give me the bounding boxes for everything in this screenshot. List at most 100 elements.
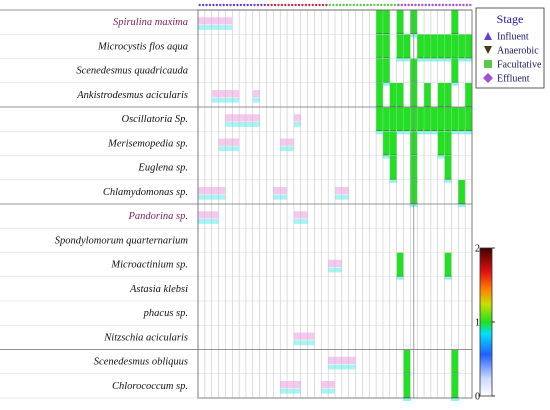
heatmap-cell xyxy=(382,58,390,83)
cell-halo xyxy=(457,56,466,62)
cell-halo xyxy=(444,274,453,280)
row-label: phacus sp. xyxy=(143,308,188,319)
stage-marker xyxy=(208,3,212,7)
stage-marker xyxy=(397,3,400,7)
stage-marker xyxy=(263,3,266,7)
colorbar-tick-label: 1 xyxy=(475,318,480,329)
stage-marker xyxy=(356,3,359,7)
stage-marker xyxy=(318,3,321,7)
colorbar: 0 1 2 xyxy=(475,244,495,403)
faint-cell xyxy=(252,90,260,98)
stage-marker xyxy=(236,3,239,7)
cell-halo xyxy=(450,80,459,86)
heatmap-cell xyxy=(430,34,438,59)
colorbar-tick-label: 2 xyxy=(475,244,480,255)
cell-halo xyxy=(430,56,439,62)
stage-marker xyxy=(386,3,390,7)
row-label: Astasia klebsi xyxy=(129,284,188,295)
colorbar-gradient xyxy=(479,247,493,397)
heatmap-cell xyxy=(437,107,445,132)
heatmap-cell xyxy=(451,58,459,83)
heatmap-cell xyxy=(376,58,383,83)
stage-marker xyxy=(414,3,417,7)
heatmap-cell xyxy=(389,82,397,107)
heatmap-cell xyxy=(424,34,431,59)
row-label: Pandorina sp. xyxy=(127,211,188,222)
heatmap-cell xyxy=(382,34,390,59)
stage-marker xyxy=(270,3,273,7)
stage-marker xyxy=(376,3,380,7)
stage-marker xyxy=(369,3,373,7)
heatmap-cell xyxy=(389,107,397,132)
heatmap-cell xyxy=(417,34,425,59)
heatmap-cell xyxy=(396,10,404,35)
cell-halo xyxy=(382,153,391,159)
heatmap-cell xyxy=(451,349,459,374)
row-label: Spondylomorum quarternarium xyxy=(55,235,189,246)
heatmap-cell xyxy=(437,34,445,59)
heatmap-cell xyxy=(396,252,404,277)
cell-halo xyxy=(402,129,411,135)
stage-marker xyxy=(404,3,407,7)
stage-marker xyxy=(260,3,263,7)
faint-cells xyxy=(198,17,356,394)
cell-halo xyxy=(423,56,432,62)
row-label: Chlorococcum sp. xyxy=(112,381,188,392)
cell-halo xyxy=(396,129,405,135)
stage-marker xyxy=(421,3,424,7)
heatmap-cell xyxy=(451,10,459,35)
stage-marker xyxy=(232,3,236,7)
row-labels: Spirulina maxima Microcystis flos aqua Sce… xyxy=(55,17,189,392)
faint-cell xyxy=(293,122,301,127)
stage-marker xyxy=(325,3,328,7)
cell-halo xyxy=(450,129,459,135)
stage-marker xyxy=(249,3,253,7)
heatmap-cell xyxy=(458,179,466,204)
row-label: Scenedesmus quadricauda xyxy=(76,66,188,77)
heatmap-cell xyxy=(376,10,383,35)
heatmap-cell xyxy=(424,82,431,107)
heatmap-cell xyxy=(424,107,431,132)
stage-marker xyxy=(445,3,448,7)
heatmap-cell xyxy=(403,34,411,59)
stage-marker xyxy=(417,3,421,7)
cell-halo xyxy=(457,202,466,207)
cell-halo xyxy=(430,129,439,135)
stage-marker xyxy=(294,3,297,7)
stage-marker xyxy=(410,3,414,7)
faint-cell xyxy=(293,332,315,340)
cell-halo xyxy=(457,129,466,135)
legend-label: Effluent xyxy=(497,74,530,85)
heatmap-cell xyxy=(376,34,383,59)
stage-marker xyxy=(434,3,438,7)
cell-halo xyxy=(396,274,405,280)
stage-marker xyxy=(277,3,280,7)
stage-marker xyxy=(469,3,472,7)
stage-legend-title: Stage xyxy=(497,12,524,26)
heatmap-frame xyxy=(197,9,473,399)
stage-marker xyxy=(451,3,455,7)
heatmap-cell xyxy=(444,155,452,180)
stage-marker xyxy=(438,3,441,7)
stage-legend: Stage Influent Anaerobic Facultative Efflue… xyxy=(475,7,545,89)
cell-halo xyxy=(444,56,453,62)
stage-marker xyxy=(462,3,465,7)
heatmap-cell xyxy=(458,107,466,132)
stage-marker xyxy=(301,3,304,7)
stage-marker xyxy=(297,3,301,7)
row-label: Nitzschia acicularis xyxy=(103,332,188,343)
stage-marker xyxy=(304,3,308,7)
stage-marker xyxy=(362,3,366,7)
faint-cell xyxy=(218,146,240,152)
faint-cell xyxy=(198,17,233,25)
cell-halo xyxy=(389,177,398,183)
stage-marker xyxy=(229,3,232,7)
row-label: Spirulina maxima xyxy=(113,17,188,28)
cell-halo xyxy=(437,56,446,62)
stage-marker xyxy=(349,3,352,7)
legend-label: Facultative xyxy=(497,60,542,71)
heatmap-cell xyxy=(465,82,472,107)
stage-marker xyxy=(290,3,294,7)
faint-cell xyxy=(280,381,301,389)
cell-halo xyxy=(464,129,473,135)
